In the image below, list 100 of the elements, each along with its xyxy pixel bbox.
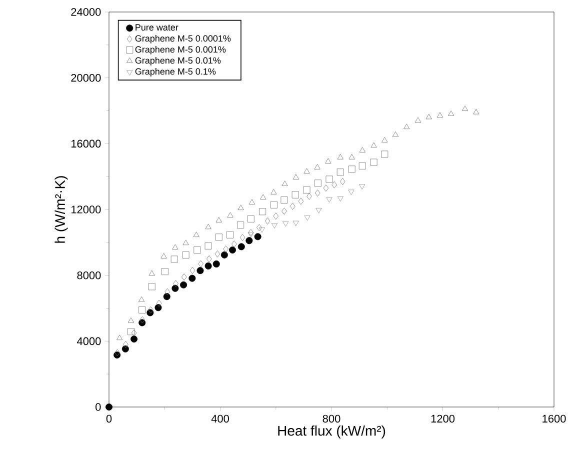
point — [163, 293, 170, 300]
point — [298, 198, 304, 205]
point — [160, 253, 167, 258]
point — [172, 244, 178, 250]
point — [273, 212, 279, 220]
point — [182, 251, 190, 258]
point — [182, 240, 189, 246]
point — [223, 246, 228, 252]
point — [238, 243, 245, 250]
y-tick-label: 8000 — [77, 271, 101, 280]
point — [337, 196, 344, 202]
point — [248, 229, 254, 236]
point — [138, 306, 146, 314]
point — [306, 192, 312, 200]
point — [140, 316, 146, 324]
point — [148, 270, 155, 276]
point — [340, 178, 346, 186]
point — [326, 197, 332, 203]
point — [238, 204, 244, 210]
point — [116, 334, 123, 340]
point — [204, 242, 212, 250]
point — [282, 221, 289, 227]
point — [194, 246, 201, 254]
point — [123, 340, 128, 348]
point — [337, 154, 344, 160]
y-tick-label: 4000 — [76, 337, 101, 346]
point — [198, 260, 204, 268]
point — [228, 246, 236, 254]
point — [215, 234, 222, 241]
point — [226, 231, 234, 238]
point — [130, 336, 138, 343]
x-tick-label: 800 — [322, 414, 340, 423]
point — [114, 349, 120, 356]
point — [404, 124, 410, 130]
point — [282, 180, 288, 186]
point — [180, 281, 188, 288]
legend-label: Graphene M-5 0.001% — [135, 46, 226, 54]
point — [304, 215, 310, 221]
point — [314, 180, 322, 187]
point — [170, 256, 178, 263]
point — [303, 186, 310, 194]
point — [196, 267, 204, 274]
point — [216, 217, 222, 222]
point — [128, 317, 134, 323]
point — [214, 250, 220, 258]
legend-label: Graphene M-5 0.01% — [135, 57, 221, 66]
point — [188, 274, 196, 282]
point — [246, 237, 253, 244]
point — [282, 208, 287, 215]
point — [448, 110, 454, 116]
point — [382, 137, 388, 142]
point — [348, 166, 356, 173]
point — [271, 223, 278, 228]
point — [190, 266, 196, 274]
point — [254, 233, 262, 240]
point — [325, 158, 332, 164]
point — [290, 202, 296, 210]
point — [473, 108, 480, 114]
point — [304, 168, 310, 174]
point — [314, 190, 320, 197]
point — [248, 199, 256, 204]
point — [332, 181, 337, 188]
point — [227, 212, 234, 218]
y-tick-label: 16000 — [71, 140, 101, 148]
point — [259, 208, 266, 216]
point — [292, 220, 299, 226]
y-tick-label: 12000 — [71, 206, 101, 214]
point — [148, 306, 154, 314]
point — [212, 260, 220, 268]
point — [392, 131, 399, 137]
point — [381, 150, 388, 158]
point — [270, 189, 277, 194]
point — [173, 280, 178, 288]
point — [248, 232, 254, 238]
legend-label: Pure water — [136, 24, 178, 31]
point — [164, 288, 170, 296]
point — [127, 328, 134, 336]
point — [462, 106, 468, 111]
point — [292, 174, 299, 180]
point — [370, 142, 377, 148]
point — [358, 162, 366, 170]
point — [172, 284, 179, 292]
point — [314, 164, 320, 170]
point — [359, 147, 366, 152]
point — [264, 218, 270, 225]
point — [247, 215, 254, 222]
point — [270, 201, 278, 208]
x-tick-label: 0 — [106, 414, 112, 423]
point — [258, 227, 266, 233]
point — [106, 404, 113, 410]
legend-label: Graphene M-5 0.1% — [135, 68, 216, 76]
point — [359, 184, 366, 190]
point — [316, 208, 322, 214]
point — [131, 329, 137, 336]
point — [256, 224, 262, 232]
point — [205, 224, 212, 230]
point — [348, 190, 354, 196]
point — [436, 112, 444, 118]
x-tick-label: 400 — [211, 414, 229, 423]
y-tick-label: 24000 — [71, 8, 101, 16]
